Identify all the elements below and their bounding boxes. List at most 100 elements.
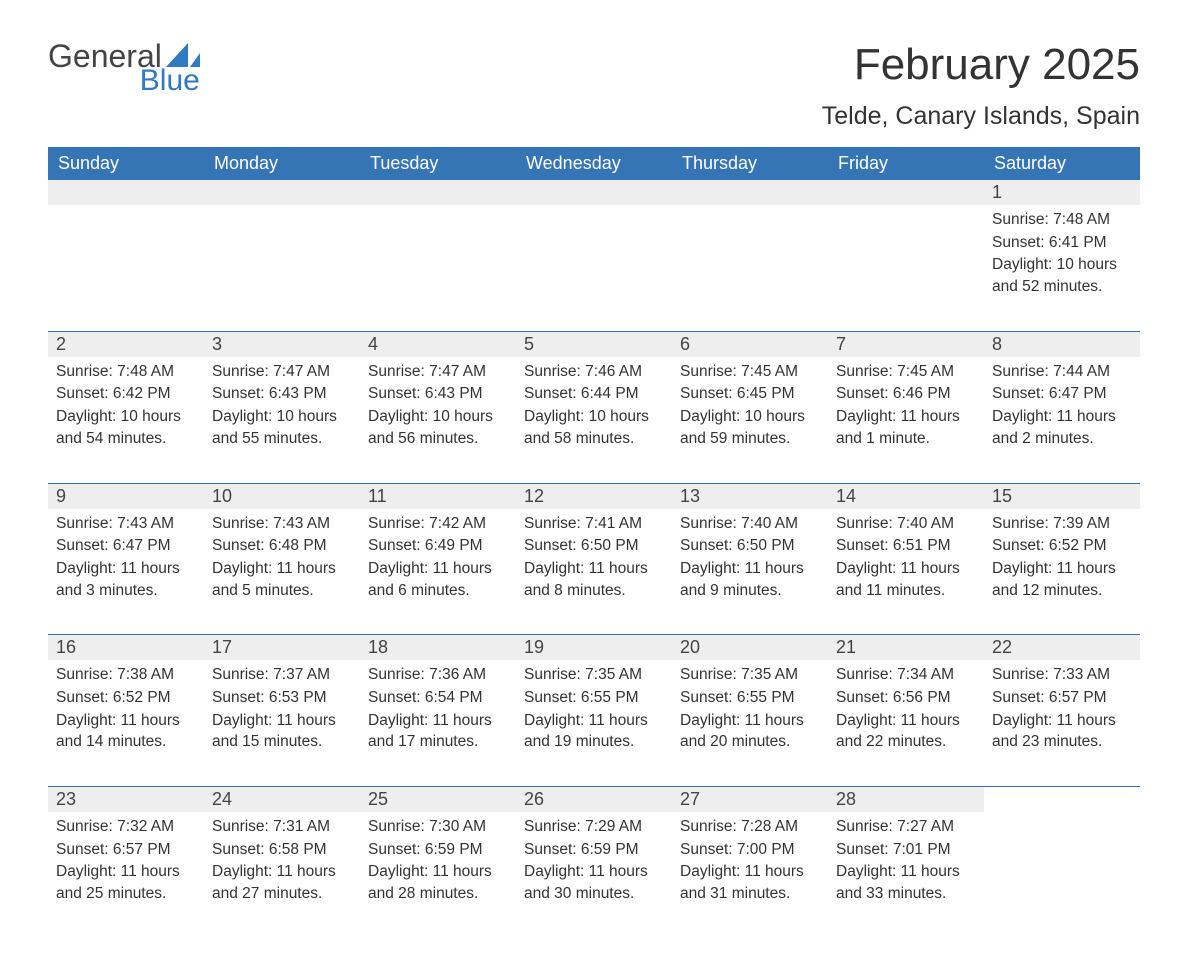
- sunset-line: Sunset: 6:50 PM: [680, 535, 820, 557]
- sunset-line: Sunset: 6:49 PM: [368, 535, 508, 557]
- sunset-line: Sunset: 6:45 PM: [680, 383, 820, 405]
- sunrise-line: Sunrise: 7:32 AM: [56, 816, 196, 838]
- sunrise-line: Sunrise: 7:41 AM: [524, 513, 664, 535]
- day-detail-row: Sunrise: 7:48 AMSunset: 6:42 PM Daylight:…: [48, 357, 1140, 483]
- daylight-line: Daylight: 11 hours and 6 minutes.: [368, 558, 508, 601]
- day-detail-cell: Sunrise: 7:43 AMSunset: 6:48 PMDaylight:…: [204, 509, 360, 635]
- day-detail-cell: Sunrise: 7:45 AMSunset: 6:46 PMDaylight:…: [828, 357, 984, 483]
- daylight-line: Daylight: 11 hours and 12 minutes.: [992, 558, 1132, 601]
- daylight-line: Daylight: 11 hours and 25 minutes.: [56, 861, 196, 904]
- sunset-line: Sunset: 6:57 PM: [56, 839, 196, 861]
- day-detail-row: Sunrise: 7:38 AMSunset: 6:52 PMDaylight:…: [48, 660, 1140, 786]
- sunrise-line: Sunrise: 7:30 AM: [368, 816, 508, 838]
- day-number-cell: 2: [48, 331, 204, 357]
- sunset-line: Sunset: 6:46 PM: [836, 383, 976, 405]
- day-number-cell: 9: [48, 483, 204, 509]
- sunset-line: Sunset: 6:58 PM: [212, 839, 352, 861]
- day-number-cell: 16: [48, 635, 204, 661]
- sunset-line: Sunset: 6:59 PM: [524, 839, 664, 861]
- day-number-cell: 4: [360, 331, 516, 357]
- day-number-cell: [672, 180, 828, 205]
- day-number-cell: 20: [672, 635, 828, 661]
- day-number-cell: 19: [516, 635, 672, 661]
- day-number-cell: 23: [48, 787, 204, 813]
- header: General Blue February 2025 Telde, Canary…: [48, 40, 1140, 131]
- day-number-cell: [828, 180, 984, 205]
- daylight-line: Daylight: 11 hours and 1 minute.: [836, 406, 976, 449]
- day-number-cell: [360, 180, 516, 205]
- daylight-line: Daylight: 11 hours and 14 minutes.: [56, 710, 196, 753]
- day-detail-cell: Sunrise: 7:36 AMSunset: 6:54 PMDaylight:…: [360, 660, 516, 786]
- day-detail-cell: Sunrise: 7:34 AMSunset: 6:56 PMDaylight:…: [828, 660, 984, 786]
- day-detail-cell: Sunrise: 7:44 AMSunset: 6:47 PMDaylight:…: [984, 357, 1140, 483]
- day-detail-row: Sunrise: 7:48 AMSunset: 6:41 PMDaylight:…: [48, 205, 1140, 331]
- day-number-cell: 13: [672, 483, 828, 509]
- sunrise-line: Sunrise: 7:34 AM: [836, 664, 976, 686]
- day-detail-cell: Sunrise: 7:33 AMSunset: 6:57 PMDaylight:…: [984, 660, 1140, 786]
- day-detail-cell: Sunrise: 7:48 AMSunset: 6:41 PMDaylight:…: [984, 205, 1140, 331]
- sunrise-line: Sunrise: 7:36 AM: [368, 664, 508, 686]
- daylight-line: Daylight: 11 hours and 33 minutes.: [836, 861, 976, 904]
- day-detail-cell: Sunrise: 7:28 AMSunset: 7:00 PMDaylight:…: [672, 812, 828, 938]
- day-detail-cell: [360, 205, 516, 331]
- day-number-row: 2345678: [48, 331, 1140, 357]
- col-monday: Monday: [204, 147, 360, 180]
- day-number-cell: 25: [360, 787, 516, 813]
- day-number-cell: 14: [828, 483, 984, 509]
- daylight-line: Daylight: 11 hours and 22 minutes.: [836, 710, 976, 753]
- daylight-line: Daylight: 11 hours and 2 minutes.: [992, 406, 1132, 449]
- daylight-line: Daylight: 10 hours and 56 minutes.: [368, 406, 508, 449]
- daylight-line: Daylight: 10 hours and 55 minutes.: [212, 406, 352, 449]
- daylight-line: Daylight: 11 hours and 5 minutes.: [212, 558, 352, 601]
- day-detail-cell: Sunrise: 7:27 AMSunset: 7:01 PMDaylight:…: [828, 812, 984, 938]
- day-detail-cell: Sunrise: 7:38 AMSunset: 6:52 PMDaylight:…: [48, 660, 204, 786]
- day-detail-cell: Sunrise: 7:45 AMSunset: 6:45 PMDaylight:…: [672, 357, 828, 483]
- day-detail-cell: Sunrise: 7:40 AMSunset: 6:50 PMDaylight:…: [672, 509, 828, 635]
- day-detail-cell: Sunrise: 7:40 AMSunset: 6:51 PMDaylight:…: [828, 509, 984, 635]
- col-wednesday: Wednesday: [516, 147, 672, 180]
- daylight-line: Daylight: 11 hours and 11 minutes.: [836, 558, 976, 601]
- col-tuesday: Tuesday: [360, 147, 516, 180]
- sunset-line: Sunset: 6:52 PM: [992, 535, 1132, 557]
- day-detail-cell: Sunrise: 7:37 AMSunset: 6:53 PMDaylight:…: [204, 660, 360, 786]
- day-number-row: 16171819202122: [48, 635, 1140, 661]
- sunset-line: Sunset: 6:53 PM: [212, 687, 352, 709]
- sunset-line: Sunset: 6:57 PM: [992, 687, 1132, 709]
- day-detail-cell: [828, 205, 984, 331]
- sunset-line: Sunset: 6:44 PM: [524, 383, 664, 405]
- day-number-cell: 12: [516, 483, 672, 509]
- sunset-line: Sunset: 6:48 PM: [212, 535, 352, 557]
- day-number-cell: 3: [204, 331, 360, 357]
- sunrise-line: Sunrise: 7:43 AM: [56, 513, 196, 535]
- daylight-line: Daylight: 11 hours and 20 minutes.: [680, 710, 820, 753]
- logo: General Blue: [48, 40, 200, 96]
- day-number-cell: [984, 787, 1140, 813]
- daylight-line: Daylight: 11 hours and 27 minutes.: [212, 861, 352, 904]
- sunrise-line: Sunrise: 7:31 AM: [212, 816, 352, 838]
- sunset-line: Sunset: 6:42 PM: [56, 383, 196, 405]
- day-number-cell: 11: [360, 483, 516, 509]
- title-block: February 2025 Telde, Canary Islands, Spa…: [822, 40, 1140, 131]
- sunrise-line: Sunrise: 7:37 AM: [212, 664, 352, 686]
- day-number-cell: 10: [204, 483, 360, 509]
- sunrise-line: Sunrise: 7:46 AM: [524, 361, 664, 383]
- sunrise-line: Sunrise: 7:48 AM: [56, 361, 196, 383]
- day-number-cell: 7: [828, 331, 984, 357]
- day-detail-cell: Sunrise: 7:47 AMSunset: 6:43 PMDaylight:…: [360, 357, 516, 483]
- calendar-table: Sunday Monday Tuesday Wednesday Thursday…: [48, 147, 1140, 938]
- sunset-line: Sunset: 6:55 PM: [680, 687, 820, 709]
- day-number-cell: 17: [204, 635, 360, 661]
- sunrise-line: Sunrise: 7:38 AM: [56, 664, 196, 686]
- day-detail-cell: Sunrise: 7:41 AMSunset: 6:50 PMDaylight:…: [516, 509, 672, 635]
- day-number-cell: 28: [828, 787, 984, 813]
- day-detail-cell: Sunrise: 7:35 AMSunset: 6:55 PMDaylight:…: [516, 660, 672, 786]
- month-title: February 2025: [822, 40, 1140, 90]
- day-detail-cell: Sunrise: 7:32 AMSunset: 6:57 PMDaylight:…: [48, 812, 204, 938]
- sunset-line: Sunset: 6:59 PM: [368, 839, 508, 861]
- daylight-line: Daylight: 11 hours and 31 minutes.: [680, 861, 820, 904]
- sunrise-line: Sunrise: 7:29 AM: [524, 816, 664, 838]
- daylight-line: Daylight: 10 hours and 58 minutes.: [524, 406, 664, 449]
- sunrise-line: Sunrise: 7:43 AM: [212, 513, 352, 535]
- day-number-cell: 15: [984, 483, 1140, 509]
- sunrise-line: Sunrise: 7:44 AM: [992, 361, 1132, 383]
